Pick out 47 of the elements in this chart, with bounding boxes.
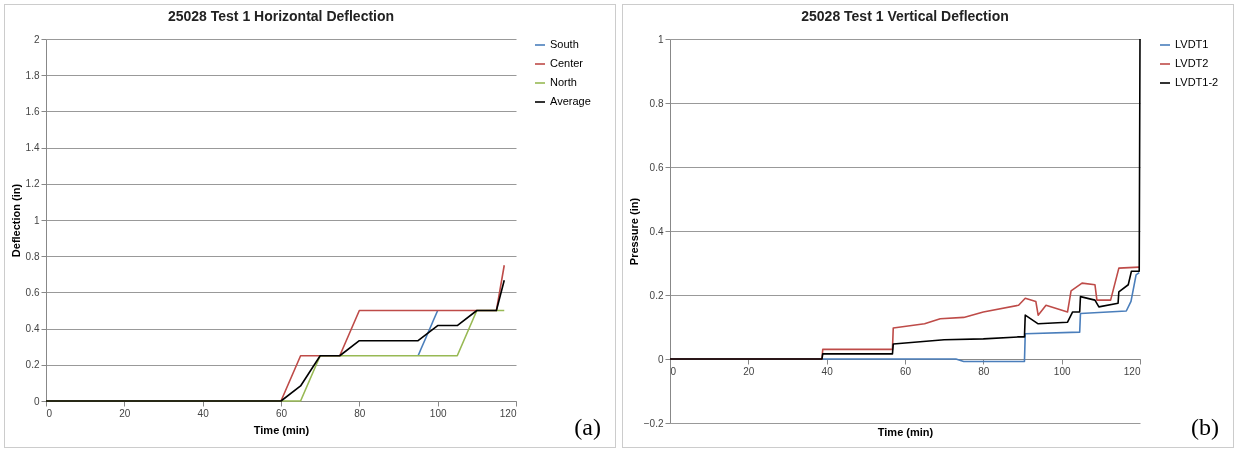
x-axis-title: Time (min) [877,425,934,438]
x-tick-label: 80 [978,365,990,377]
y-tick-label: 0.6 [649,161,664,173]
y-axis-title: Deflection (in) [9,183,22,258]
x-axis-title: Time (min) [253,423,310,436]
y-tick-label: 1.8 [25,69,40,81]
legend-label: LVDT1 [1175,38,1209,50]
y-tick-label: 0.6 [25,286,40,298]
legend-label: LVDT1-2 [1175,76,1219,88]
y-tick-label: 1.2 [25,178,40,190]
chart-title: 25028 Test 1 Vertical Deflection [801,8,1009,24]
y-tick-label: 1.4 [25,142,40,154]
y-tick-label: 0.4 [649,225,664,237]
y-tick-label: 0 [657,353,664,365]
y-tick-label: 0.4 [25,323,40,335]
y-tick-label: 0.2 [25,359,40,371]
x-tick-label: 0 [670,365,677,377]
x-tick-label: 120 [1123,365,1141,377]
y-tick-label: 1.6 [25,105,40,117]
x-tick-label: 40 [197,407,210,419]
legend-label: Center [550,57,584,69]
legend-label: North [550,76,577,88]
x-tick-label: 60 [899,365,912,377]
chart-title: 25028 Test 1 Horizontal Deflection [167,8,395,24]
x-tick-label: 0 [46,407,53,419]
x-tick-label: 20 [743,365,755,377]
y-tick-label: 0 [33,395,40,407]
x-tick-label: 100 [1053,365,1071,377]
legend-label: LVDT2 [1175,57,1209,69]
text: (b) [1191,414,1219,441]
y-axis-title: Pressure (in) [627,197,640,266]
y-tick-label: 1 [657,33,664,45]
y-tick-label: 1 [33,214,40,226]
x-tick-label: 20 [119,407,131,419]
x-tick-label: 40 [821,365,834,377]
y-tick-label: 0.8 [25,250,40,262]
x-tick-label: 80 [354,407,366,419]
x-tick-label: 60 [275,407,288,419]
legend-label: South [550,38,579,50]
y-tick-label: −0.2 [643,417,664,429]
text: (a) [574,414,601,441]
legend-label: Average [550,95,591,107]
x-tick-label: 120 [499,407,517,419]
y-tick-label: 0.2 [649,289,664,301]
y-tick-label: 2 [33,33,40,45]
x-tick-label: 100 [429,407,447,419]
y-tick-label: 0.8 [649,97,664,109]
